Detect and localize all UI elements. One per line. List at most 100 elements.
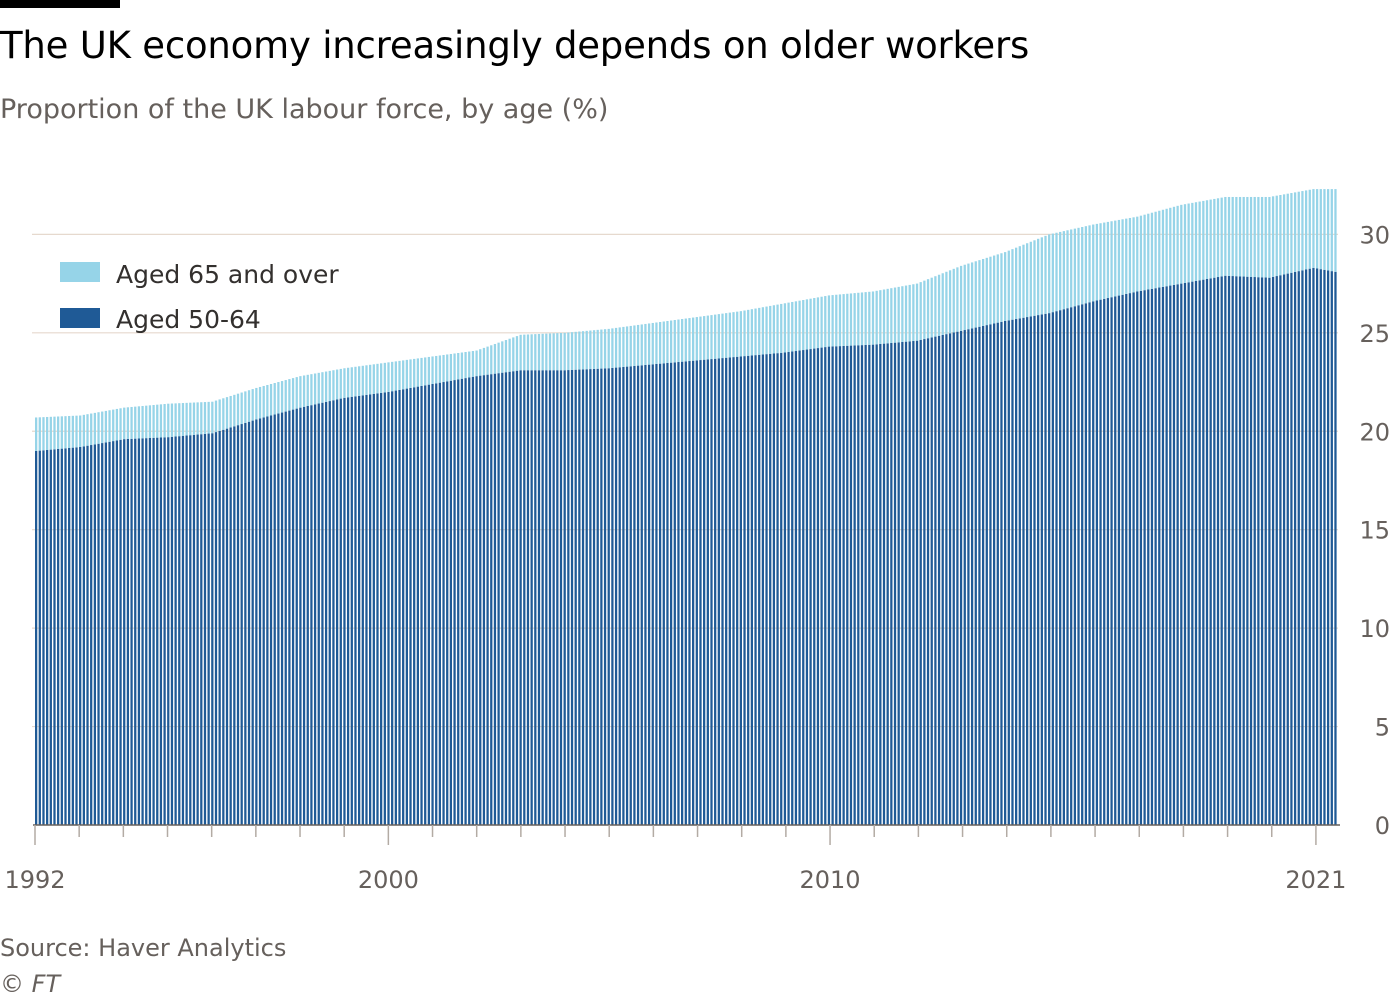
bar-aged-50-64 bbox=[398, 389, 401, 825]
bar-aged-50-64 bbox=[1095, 300, 1099, 825]
bar-aged-65-and-over bbox=[736, 311, 739, 357]
bar-aged-50-64 bbox=[247, 421, 251, 825]
bar-aged-65-and-over bbox=[134, 406, 137, 439]
bar-aged-50-64 bbox=[343, 397, 346, 825]
bar-aged-65-and-over bbox=[640, 324, 643, 366]
bar-aged-50-64 bbox=[1081, 304, 1084, 825]
bar-aged-65-and-over bbox=[706, 315, 709, 360]
bar-aged-50-64 bbox=[1147, 289, 1150, 825]
bar-aged-65-and-over bbox=[1260, 196, 1264, 278]
bar-aged-65-and-over bbox=[222, 398, 225, 430]
bar-aged-65-and-over bbox=[1154, 211, 1157, 289]
bar-aged-50-64 bbox=[680, 361, 684, 825]
bar-aged-65-and-over bbox=[787, 302, 790, 353]
bar-aged-65-and-over bbox=[585, 330, 588, 370]
bar-aged-50-64 bbox=[714, 358, 717, 825]
bar-aged-65-and-over bbox=[453, 353, 456, 381]
bar-aged-50-64 bbox=[860, 345, 864, 825]
bar-aged-65-and-over bbox=[809, 298, 812, 350]
bar-aged-50-64 bbox=[1191, 281, 1194, 825]
bar-aged-50-64 bbox=[1279, 275, 1282, 825]
bar-aged-65-and-over bbox=[824, 296, 827, 348]
bar-aged-50-64 bbox=[926, 338, 930, 825]
bar-aged-65-and-over bbox=[692, 317, 695, 361]
y-tick-label-5: 5 bbox=[1375, 714, 1390, 742]
bar-aged-50-64 bbox=[703, 359, 706, 825]
bar-aged-65-and-over bbox=[361, 365, 364, 396]
bar-aged-50-64 bbox=[196, 434, 199, 825]
bar-aged-65-and-over bbox=[1147, 213, 1150, 290]
bar-aged-50-64 bbox=[1231, 276, 1234, 825]
bar-aged-65-and-over bbox=[673, 320, 676, 363]
bar-aged-50-64 bbox=[827, 346, 831, 825]
bar-aged-65-and-over bbox=[435, 355, 438, 384]
bar-aged-50-64 bbox=[655, 363, 658, 825]
bar-aged-50-64 bbox=[218, 430, 221, 825]
bar-aged-65-and-over bbox=[530, 334, 533, 371]
bar-aged-50-64 bbox=[864, 344, 867, 825]
bar-aged-50-64 bbox=[897, 342, 900, 825]
bar-aged-65-and-over bbox=[1051, 233, 1054, 313]
bar-aged-50-64 bbox=[941, 334, 944, 825]
bar-aged-65-and-over bbox=[669, 320, 673, 363]
bar-aged-65-and-over bbox=[846, 293, 849, 346]
bar-aged-65-and-over bbox=[431, 356, 434, 384]
bar-aged-50-64 bbox=[1022, 317, 1025, 825]
bar-aged-65-and-over bbox=[578, 331, 581, 370]
bar-aged-50-64 bbox=[1018, 318, 1021, 825]
bar-aged-50-64 bbox=[49, 449, 52, 825]
bar-aged-50-64 bbox=[537, 370, 541, 825]
bar-aged-50-64 bbox=[625, 366, 629, 825]
bar-aged-50-64 bbox=[772, 353, 776, 825]
bar-aged-50-64 bbox=[956, 331, 959, 825]
bar-aged-65-and-over bbox=[523, 334, 526, 371]
bar-aged-65-and-over bbox=[1048, 234, 1051, 314]
bar-aged-65-and-over bbox=[1084, 226, 1088, 304]
bar-aged-50-64 bbox=[479, 375, 482, 825]
bar-aged-50-64 bbox=[1187, 282, 1190, 825]
bar-aged-50-64 bbox=[1121, 294, 1124, 825]
bar-aged-50-64 bbox=[1293, 271, 1297, 825]
bar-aged-50-64 bbox=[1180, 283, 1183, 825]
bar-aged-50-64 bbox=[978, 326, 981, 825]
bar-aged-65-and-over bbox=[1220, 197, 1223, 277]
bar-aged-65-and-over bbox=[79, 415, 82, 447]
bar-aged-65-and-over bbox=[332, 370, 335, 401]
bar-aged-65-and-over bbox=[365, 365, 368, 395]
bar-aged-50-64 bbox=[460, 378, 464, 825]
bar-aged-65-and-over bbox=[1238, 196, 1242, 277]
copyright-symbol: © bbox=[0, 970, 24, 998]
bar-aged-65-and-over bbox=[974, 261, 977, 328]
bar-aged-50-64 bbox=[736, 356, 739, 825]
bar-aged-50-64 bbox=[1114, 296, 1117, 825]
bar-aged-65-and-over bbox=[680, 319, 684, 362]
bar-aged-50-64 bbox=[200, 434, 203, 825]
bar-aged-50-64 bbox=[904, 341, 908, 825]
bar-aged-50-64 bbox=[42, 450, 45, 825]
bar-aged-65-and-over bbox=[321, 372, 324, 403]
bar-aged-50-64 bbox=[515, 370, 519, 825]
bar-aged-50-64 bbox=[1055, 311, 1058, 825]
bar-aged-65-and-over bbox=[750, 309, 754, 356]
bar-aged-65-and-over bbox=[413, 358, 416, 388]
bar-aged-65-and-over bbox=[159, 404, 163, 438]
bar-aged-65-and-over bbox=[1081, 226, 1084, 305]
bar-aged-50-64 bbox=[86, 445, 89, 825]
bar-aged-50-64 bbox=[211, 433, 214, 825]
bar-aged-50-64 bbox=[266, 416, 269, 825]
bar-aged-50-64 bbox=[831, 346, 834, 825]
bar-aged-65-and-over bbox=[1312, 189, 1315, 268]
bar-aged-65-and-over bbox=[581, 331, 585, 370]
bar-aged-50-64 bbox=[1073, 306, 1077, 825]
bar-aged-50-64 bbox=[765, 354, 768, 825]
bar-aged-65-and-over bbox=[758, 307, 761, 355]
bar-aged-50-64 bbox=[684, 361, 687, 825]
bar-aged-50-64 bbox=[104, 442, 108, 825]
bar-aged-50-64 bbox=[435, 383, 438, 825]
bar-aged-65-and-over bbox=[589, 330, 592, 370]
bar-aged-65-and-over bbox=[1128, 217, 1132, 294]
bar-aged-50-64 bbox=[776, 353, 779, 825]
bar-aged-65-and-over bbox=[284, 380, 287, 412]
bar-aged-50-64 bbox=[1172, 284, 1176, 825]
y-tick-label-15: 15 bbox=[1359, 517, 1390, 545]
